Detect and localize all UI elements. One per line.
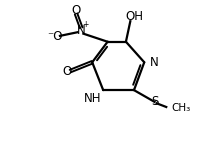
Text: NH: NH: [84, 92, 102, 105]
Text: OH: OH: [125, 10, 143, 23]
Text: CH₃: CH₃: [171, 103, 191, 114]
Text: ⁻O: ⁻O: [47, 30, 62, 43]
Text: O: O: [71, 4, 81, 17]
Text: +: +: [82, 20, 88, 29]
Text: N: N: [150, 56, 159, 69]
Text: N: N: [77, 24, 86, 37]
Text: S: S: [151, 95, 158, 108]
Text: O: O: [63, 65, 72, 78]
